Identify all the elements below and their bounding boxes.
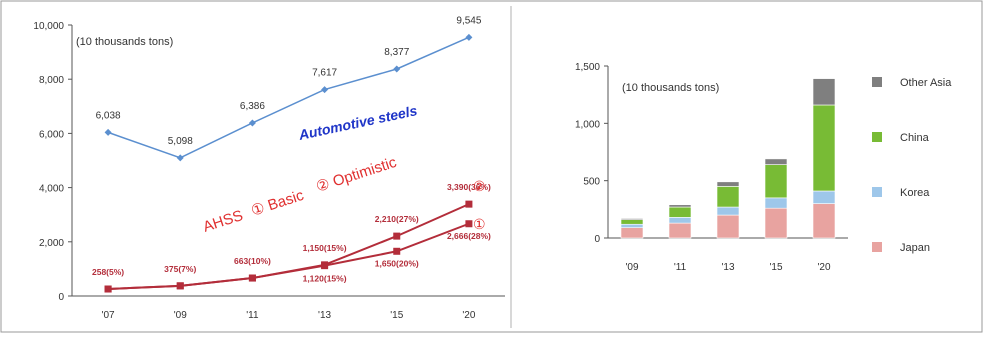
series-line [107, 36, 470, 159]
data-label: 8,377 [384, 47, 409, 58]
optimistic-end-marker: ② [473, 178, 486, 194]
y-tick-label: 8,000 [39, 75, 64, 86]
data-point [321, 86, 329, 94]
bar-segment-other-asia [716, 181, 740, 187]
legend-swatch-other-asia [872, 77, 882, 87]
data-label: 258(5%) [92, 267, 124, 277]
legend-swatch-japan [872, 242, 882, 252]
x-tick-label: '11 [246, 310, 259, 321]
data-label: 2,666(28%) [447, 231, 491, 241]
series-line [108, 222, 470, 291]
data-label: 7,617 [312, 68, 337, 79]
stacked-bar-chart: (10 thousands tons) 0 500 1,000 1,500 '09 '11… [575, 62, 952, 273]
data-point [393, 65, 401, 73]
data-point [248, 274, 256, 282]
data-point [465, 200, 473, 208]
data-point [465, 220, 473, 228]
y-tick-label: 0 [58, 292, 64, 303]
legend-label-japan: Japan [900, 242, 930, 254]
data-label: 3,390(36%) [447, 182, 491, 192]
x-tick-label: '07 [102, 310, 115, 321]
legend-swatch-china [872, 132, 882, 142]
data-point [465, 33, 473, 41]
x-tick-label: '09 [174, 310, 187, 321]
y-tick-label: 0 [594, 234, 600, 245]
bar-segment-japan [812, 203, 836, 239]
bar-segment-china [620, 219, 644, 225]
legend-label-other-asia: Other Asia [900, 77, 952, 89]
y-tick-label: 10,000 [33, 21, 64, 32]
data-label: 1,150(15%) [303, 243, 347, 253]
data-label: 6,038 [96, 110, 121, 121]
x-tick-label: '09 [625, 262, 638, 273]
data-point [176, 282, 184, 290]
data-label: 6,386 [240, 101, 265, 112]
bar-chart-unit-label: (10 thousands tons) [622, 82, 719, 94]
legend-swatch-korea [872, 187, 882, 197]
bar-segment-japan [668, 222, 692, 239]
x-tick-label: '13 [721, 262, 734, 273]
data-label: 375(7%) [164, 264, 196, 274]
bar-segment-other-asia [620, 218, 644, 220]
bar-segment-other-asia [764, 158, 788, 165]
y-tick-label: 1,500 [575, 62, 600, 73]
line-chart-axes: 0 2,000 4,000 6,000 8,000 10,000 '07 '09 '11 '13 '… [33, 21, 505, 321]
bar-chart-legend: Japan Korea China Other Asia [872, 77, 952, 254]
data-point [248, 119, 256, 127]
legend-label-korea: Korea [900, 187, 930, 199]
bar-chart-bars [620, 78, 836, 239]
x-tick-label: '11 [674, 262, 687, 273]
bar-segment-china [716, 186, 740, 208]
x-tick-label: '15 [769, 262, 782, 273]
x-tick-label: '20 [462, 310, 475, 321]
data-point [393, 232, 401, 240]
data-label: 9,545 [456, 15, 481, 26]
bar-segment-other-asia [668, 204, 692, 208]
bar-segment-china [668, 206, 692, 218]
bar-segment-korea [812, 190, 836, 204]
bar-segment-korea [668, 217, 692, 224]
bar-segment-japan [764, 207, 788, 239]
bar-segment-china [764, 164, 788, 199]
bar-segment-japan [620, 227, 644, 239]
bar-segment-korea [716, 206, 740, 216]
data-label: 5,098 [168, 136, 193, 147]
data-label: 1,120(15%) [303, 274, 347, 284]
y-tick-label: 500 [583, 177, 600, 188]
y-tick-label: 4,000 [39, 184, 64, 195]
legend-label-china: China [900, 132, 930, 144]
bar-segment-korea [764, 197, 788, 209]
data-label: 2,210(27%) [375, 214, 419, 224]
x-tick-label: '15 [390, 310, 403, 321]
bar-segment-korea [620, 223, 644, 228]
bar-segment-other-asia [812, 78, 836, 106]
data-point [104, 285, 112, 293]
line-chart-series: 6,038 5,098 6,386 7,617 8,377 9,545 258(5%) 375… [92, 15, 491, 293]
y-tick-label: 6,000 [39, 129, 64, 140]
data-point [176, 154, 184, 162]
data-label: 1,650(20%) [375, 258, 419, 268]
x-tick-label: '13 [318, 310, 331, 321]
data-point [393, 247, 401, 255]
basic-end-marker: ① [473, 216, 486, 232]
x-tick-label: '20 [817, 262, 830, 273]
data-label: 663(10%) [234, 256, 271, 266]
data-point [104, 128, 112, 136]
data-point [321, 262, 329, 270]
bar-segment-japan [716, 214, 740, 239]
y-tick-label: 1,000 [575, 119, 600, 130]
line-chart-unit-label: (10 thousands tons) [76, 36, 173, 48]
bar-segment-china [812, 104, 836, 192]
y-tick-label: 2,000 [39, 238, 64, 249]
